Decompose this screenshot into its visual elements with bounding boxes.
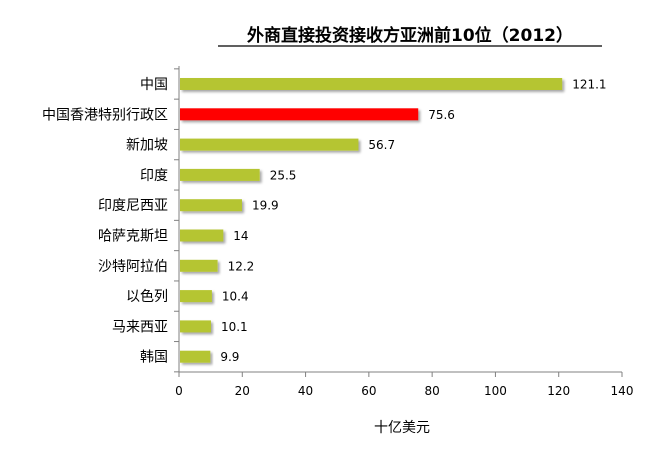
category-label: 韩国 bbox=[140, 350, 168, 366]
x-axis-title: 十亿美元 bbox=[374, 420, 430, 436]
bar bbox=[180, 138, 359, 151]
category-label: 印度尼西亚 bbox=[98, 198, 168, 214]
bar bbox=[180, 350, 211, 363]
bar bbox=[180, 78, 563, 90]
category-label: 中国香港特别行政区 bbox=[42, 107, 168, 123]
chart-title: 外商直接投资接收方亚洲前10位（2012） bbox=[247, 25, 573, 46]
category-label: 新加坡 bbox=[126, 138, 168, 154]
category-label: 马来西亚 bbox=[112, 319, 168, 335]
x-tick-label: 20 bbox=[235, 384, 250, 398]
category-label: 哈萨克斯坦 bbox=[98, 229, 168, 245]
data-label: 25.5 bbox=[270, 168, 297, 182]
plot-area: 0 20 40 60 80 100 120 140 中国 121.1 中国香港特别行政区 75.6 新加… bbox=[42, 66, 633, 398]
x-tick-label: 40 bbox=[298, 384, 313, 398]
bar-highlighted bbox=[180, 108, 419, 121]
data-label: 19.9 bbox=[252, 199, 279, 213]
data-label: 12.2 bbox=[228, 259, 255, 273]
bar bbox=[180, 259, 218, 272]
x-tick-label: 120 bbox=[547, 384, 570, 398]
data-label: 10.1 bbox=[221, 320, 248, 334]
x-tick-label: 0 bbox=[175, 384, 183, 398]
bar bbox=[180, 168, 260, 181]
x-tick-label: 80 bbox=[425, 384, 440, 398]
data-label: 75.6 bbox=[428, 108, 455, 122]
bar bbox=[180, 199, 242, 212]
category-label: 印度 bbox=[140, 168, 168, 184]
x-tick-label: 140 bbox=[611, 384, 634, 398]
bar bbox=[180, 290, 212, 303]
data-label: 121.1 bbox=[572, 78, 606, 92]
data-label: 9.9 bbox=[220, 350, 239, 364]
category-label: 中国 bbox=[140, 77, 168, 93]
data-label: 14 bbox=[233, 229, 248, 243]
data-label: 56.7 bbox=[368, 138, 395, 152]
category-label: 以色列 bbox=[126, 288, 168, 305]
x-tick-label: 100 bbox=[484, 384, 507, 398]
category-label: 沙特阿拉伯 bbox=[98, 259, 168, 275]
data-label: 10.4 bbox=[222, 290, 249, 304]
bar bbox=[180, 320, 211, 333]
bar bbox=[180, 229, 224, 242]
x-tick-label: 60 bbox=[361, 384, 376, 398]
